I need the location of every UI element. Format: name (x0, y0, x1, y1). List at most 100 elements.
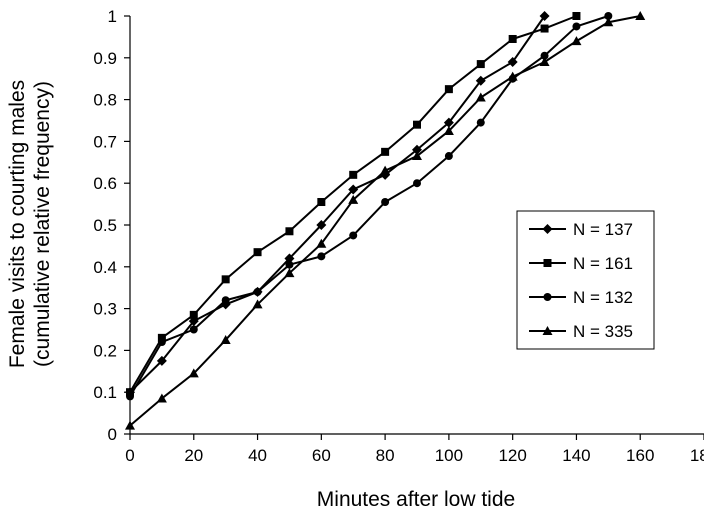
legend-marker (543, 293, 552, 301)
data-point (539, 11, 550, 21)
legend-marker (543, 259, 552, 267)
data-point (380, 165, 391, 175)
data-point (444, 152, 453, 161)
data-point (317, 252, 326, 261)
x-tick-label: 160 (626, 446, 654, 465)
data-point (604, 12, 613, 20)
data-point (316, 238, 327, 248)
data-point (444, 85, 453, 94)
data-point (253, 287, 262, 296)
x-tick-label: 180 (690, 446, 704, 465)
data-point (156, 355, 167, 366)
data-point (189, 310, 198, 319)
data-point (317, 198, 326, 207)
data-point (381, 147, 390, 156)
legend-marker (542, 326, 553, 335)
data-point (285, 260, 294, 269)
data-point (443, 125, 454, 135)
legend-box (516, 210, 655, 350)
x-axis-ticks: 0 20 40 60 80 100 120 140 160 180 (125, 434, 704, 465)
data-point (220, 334, 231, 344)
data-point (349, 231, 358, 240)
series-line (129, 15, 609, 397)
data-point (476, 118, 485, 127)
data-point (635, 11, 646, 20)
x-tick-label: 0 (125, 446, 134, 465)
y-tick-label: 0 (108, 425, 117, 444)
data-point (507, 71, 518, 81)
series-layer (125, 11, 646, 430)
x-tick-label: 100 (435, 446, 463, 465)
data-point (571, 36, 582, 46)
legend-label: N = 161 (573, 254, 633, 273)
data-point (475, 92, 486, 102)
y-tick-label: 0.9 (93, 49, 117, 68)
y-tick-label: 0.8 (93, 91, 117, 110)
legend-label: N = 137 (573, 220, 633, 239)
data-point (284, 268, 295, 278)
data-point (157, 338, 166, 347)
data-point (125, 420, 135, 430)
data-point (189, 325, 198, 334)
legend-item: N = 137 (529, 220, 633, 239)
data-point (316, 220, 327, 230)
data-point (507, 56, 518, 67)
data-point (443, 117, 454, 128)
y-tick-label: 0.2 (93, 341, 117, 360)
y-axis-title-line2: (cumulative relative frequency) (31, 81, 54, 367)
data-point (572, 12, 581, 20)
data-point (285, 227, 294, 236)
data-point (413, 179, 421, 188)
legend-item: N = 161 (529, 254, 633, 273)
data-point (381, 198, 390, 207)
data-point (126, 392, 134, 401)
data-point (539, 56, 550, 66)
data-point (157, 333, 166, 342)
series-line (129, 15, 577, 393)
legend: N = 137 N = 161 N = 132 N = 335 (516, 210, 655, 350)
y-tick-label: 0.6 (93, 174, 117, 193)
series-line (129, 15, 546, 393)
y-tick-label: 1 (108, 7, 117, 26)
data-point (540, 51, 549, 60)
data-point (603, 17, 614, 27)
data-point (284, 253, 295, 264)
y-axis-ticks: 0 0.1 0.2 0.3 0.4 0.5 0.6 0.7 0.8 0.9 1 (93, 7, 130, 444)
data-point (253, 248, 262, 257)
series-square (126, 12, 581, 397)
data-point (221, 275, 230, 284)
data-point (348, 184, 359, 195)
x-tick-label: 120 (498, 446, 526, 465)
data-point (349, 170, 358, 179)
x-axis-title: Minutes after low tide (317, 488, 515, 511)
y-tick-label: 0.3 (93, 300, 117, 319)
legend-marker (542, 224, 553, 234)
data-point (188, 368, 199, 378)
legend-item: N = 335 (529, 322, 633, 341)
data-point (156, 393, 167, 403)
data-point (413, 120, 421, 129)
data-point (476, 60, 485, 69)
data-point (475, 75, 486, 86)
x-tick-label: 40 (248, 446, 267, 465)
data-point (540, 24, 549, 33)
data-point (572, 22, 581, 31)
y-tick-label: 0.1 (93, 383, 117, 402)
legend-label: N = 132 (573, 288, 633, 307)
y-tick-label: 0.7 (93, 132, 117, 151)
x-tick-label: 140 (562, 446, 590, 465)
series-diamond (125, 11, 550, 398)
data-point (126, 388, 134, 397)
y-tick-label: 0.4 (93, 258, 117, 277)
data-point (221, 296, 230, 305)
data-point (508, 34, 517, 43)
data-point (348, 194, 359, 204)
x-tick-label: 20 (184, 446, 203, 465)
data-point (412, 151, 422, 161)
x-tick-label: 60 (312, 446, 331, 465)
x-tick-label: 80 (376, 446, 395, 465)
legend-item: N = 132 (529, 288, 633, 307)
series-triangle (125, 11, 646, 430)
legend-label: N = 335 (573, 322, 633, 341)
